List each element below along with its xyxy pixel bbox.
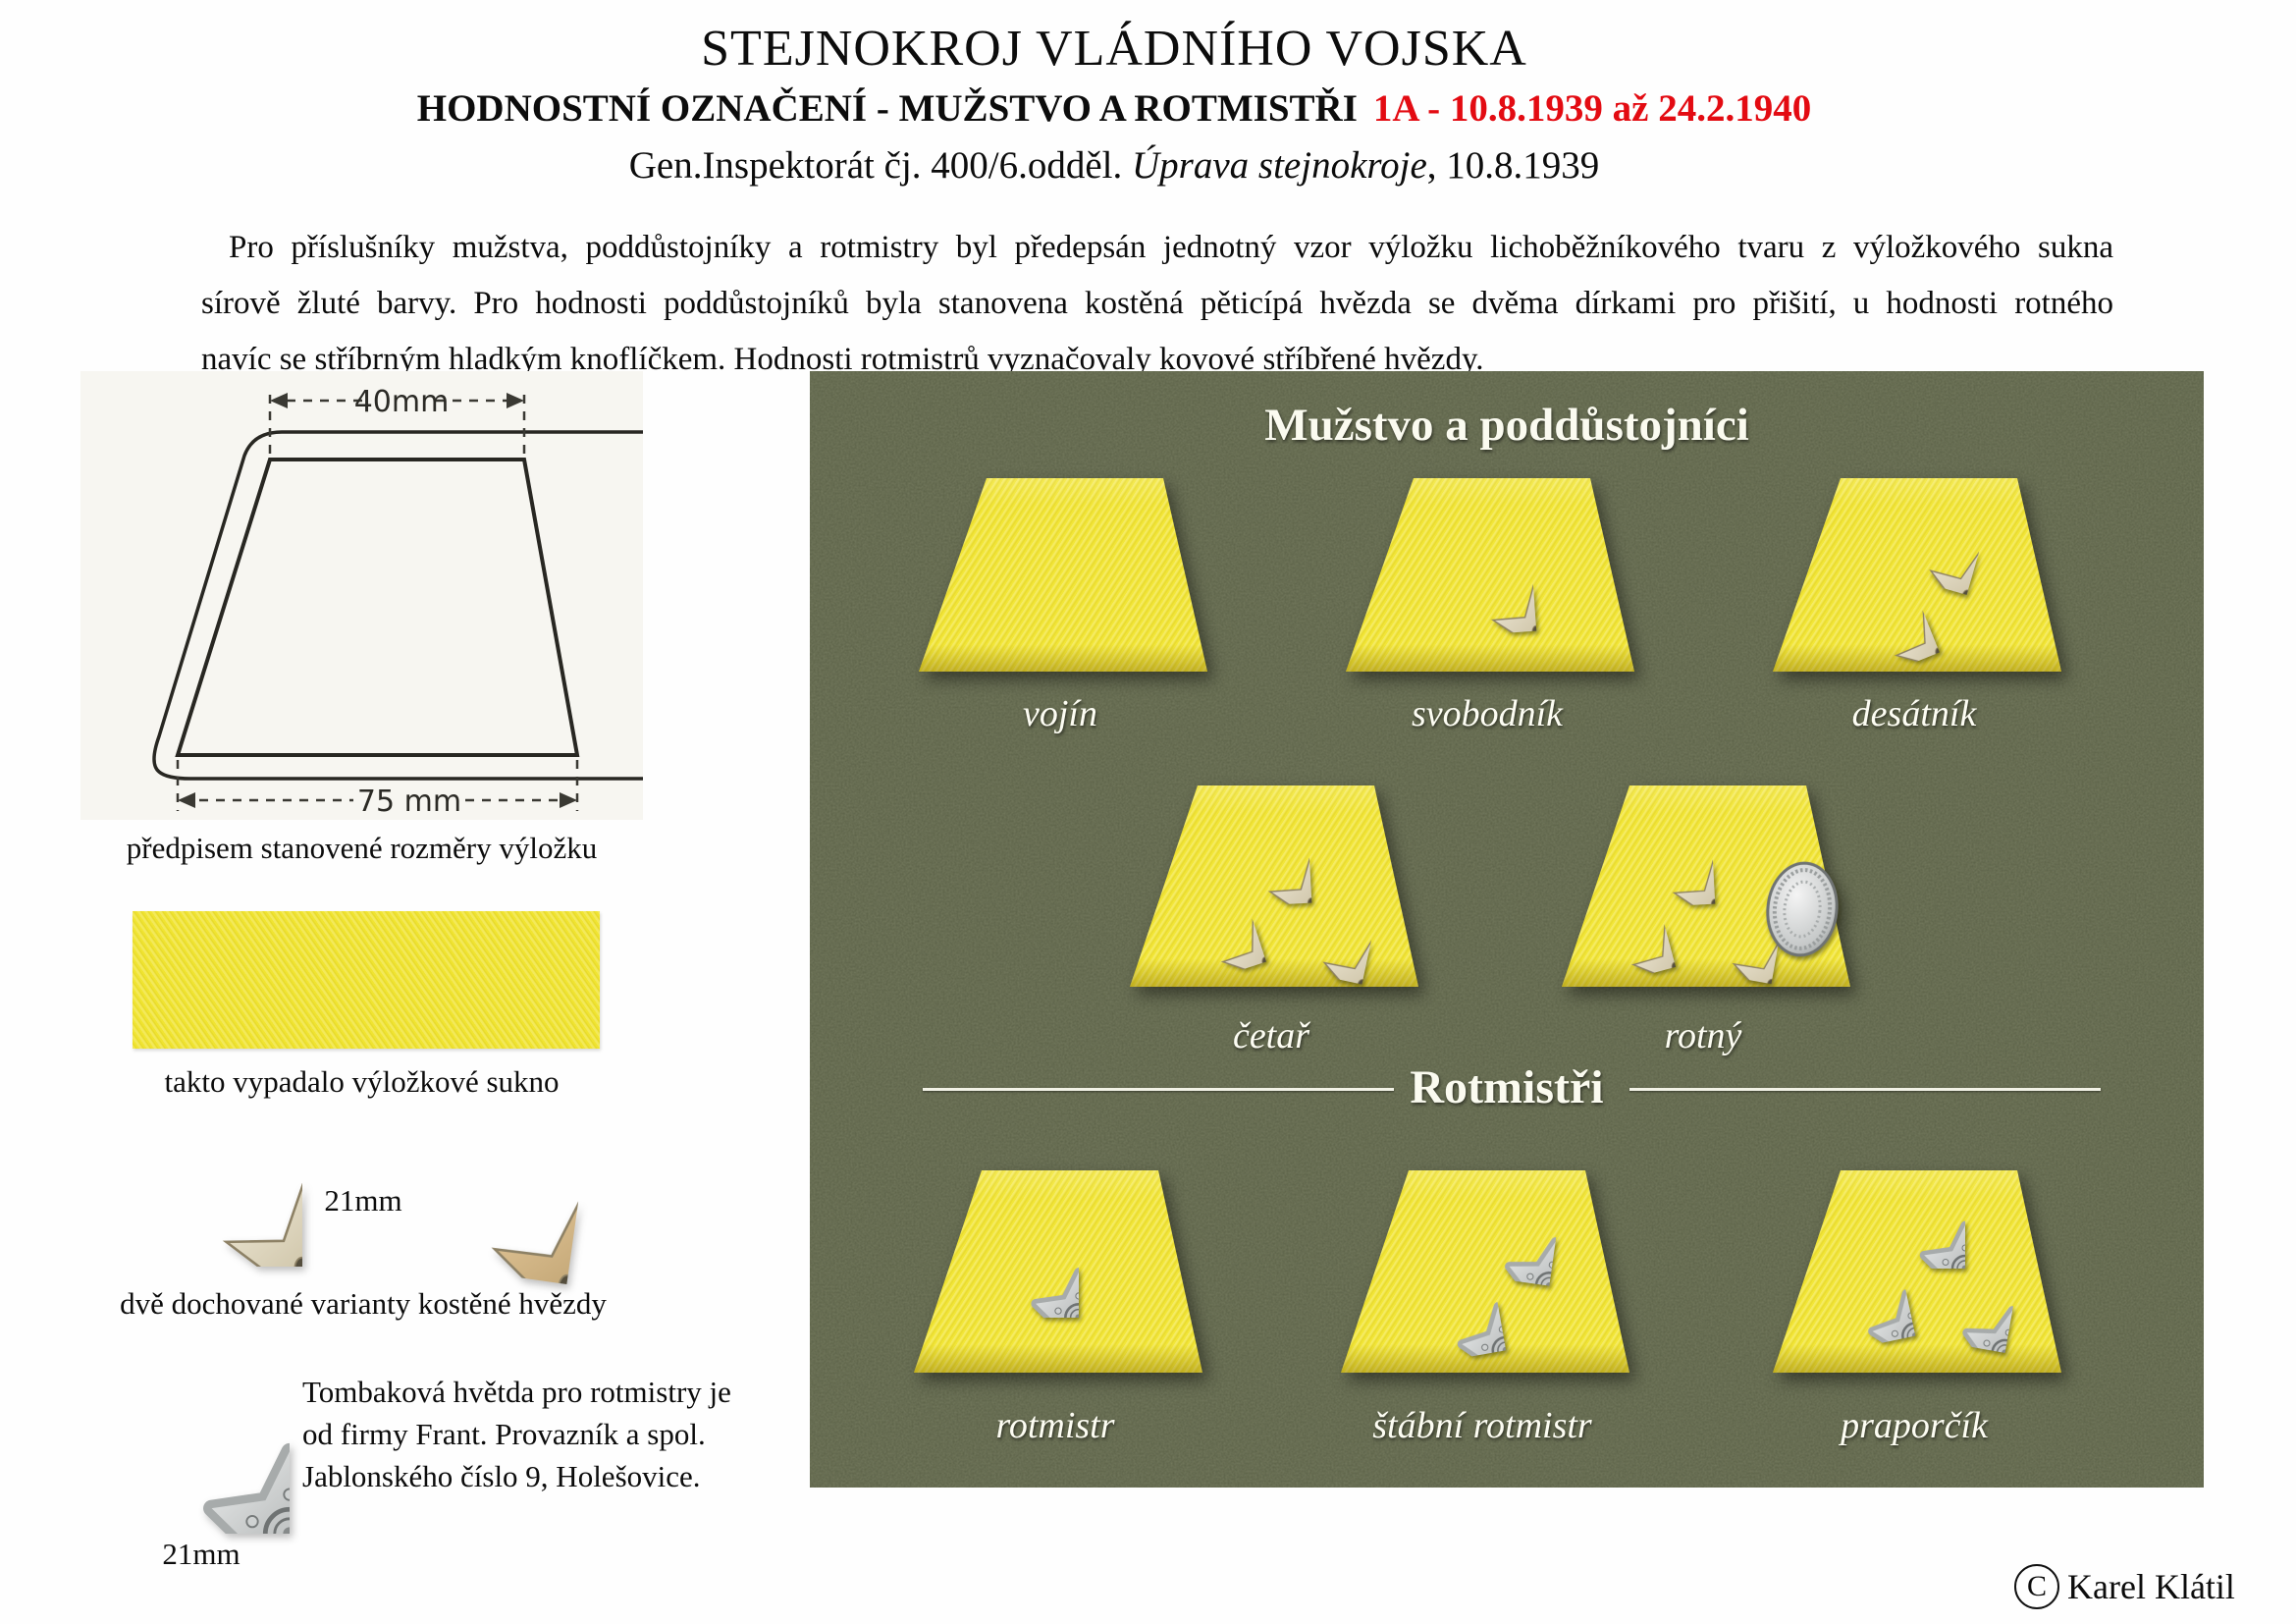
patch-fabric <box>1346 478 1634 672</box>
rank-label-stabni-rotmistr: štábní rotmistr <box>1372 1405 1592 1446</box>
metal-star-icon <box>976 1215 1079 1318</box>
page-title: STEJNOKROJ VLÁDNÍHO VOJSKA <box>701 21 1527 77</box>
dimension-lines <box>176 387 579 811</box>
tombak-note-line: Tombaková hvětda pro rotmistry je <box>302 1375 731 1409</box>
diagram-caption: předpisem stanovené rozměry výložku <box>126 831 598 865</box>
patch-rotny <box>1556 785 1850 987</box>
patch-svobodnik <box>1340 478 1634 672</box>
tombak-star-icon <box>103 1347 290 1534</box>
metal-star-icon <box>1389 1251 1506 1368</box>
reference-suffix: , 10.8.1939 <box>1426 144 1600 187</box>
rank-label-praporcik: praporčík <box>1841 1405 1988 1446</box>
patch-stabni-rotmistr <box>1335 1170 1629 1373</box>
patch-vojin <box>913 478 1207 672</box>
section-title-enlisted: Mužstvo a poddůstojníci <box>1264 400 1749 451</box>
intro-line: sírově žluté barvy. Pro hodnosti poddůst… <box>201 286 2113 321</box>
patch-desatnik <box>1767 478 2061 672</box>
reference-italic: Úprava stejnokroje <box>1132 144 1427 187</box>
metal-star-icon <box>1908 1239 2022 1353</box>
bone-star-icon <box>1273 877 1380 984</box>
copyright: C Karel Klátil <box>2014 1564 2235 1609</box>
reference-line: Gen.Inspektorát čj. 400/6.odděl. Úprava … <box>0 143 2228 188</box>
page-subtitle: HODNOSTNÍ OZNAČENÍ - MUŽSTVO A ROTMISTŘI… <box>0 86 2228 131</box>
patch-praporcik <box>1767 1170 2061 1373</box>
dimension-arrows <box>178 393 577 808</box>
metal-star-icon <box>1799 1240 1916 1357</box>
tombak-note: Tombaková hvětda pro rotmistry je od fir… <box>302 1371 731 1497</box>
subtitle-period: 1A - 10.8.1939 až 24.2.1940 <box>1372 87 1812 130</box>
reference-prefix: Gen.Inspektorát čj. 400/6.odděl. <box>628 144 1133 187</box>
bone-stars-caption: dvě dochované varianty kostěné hvězdy <box>120 1286 607 1321</box>
tombak-note-line: od firmy Frant. Provazník a spol. <box>302 1417 706 1451</box>
bottom-dimension-label: 75 mm <box>357 785 461 819</box>
intro-line: Pro příslušníky mužstva, poddůstojníky a… <box>229 230 2113 265</box>
patch-rotmistr <box>908 1170 1202 1373</box>
divider-left <box>923 1088 1394 1091</box>
subtitle-text: HODNOSTNÍ OZNAČENÍ - MUŽSTVO A ROTMISTŘI <box>416 87 1358 130</box>
trapezoid-drawing: 40mm 75 mm <box>152 385 643 819</box>
patch-cetar <box>1124 785 1418 987</box>
rank-label-desatnik: desátník <box>1851 693 1977 734</box>
star-size-label: 21mm <box>324 1183 402 1218</box>
rank-label-svobodnik: svobodník <box>1411 693 1564 734</box>
intro-paragraph: Pro příslušníky mužstva, poddůstojníky a… <box>201 220 2113 388</box>
rank-label-rotny: rotný <box>1664 1015 1742 1056</box>
swatch-caption: takto vypadalo výložkové sukno <box>164 1064 560 1099</box>
bone-star-cream-icon <box>135 1100 302 1267</box>
dimension-diagram: 40mm 75 mm <box>80 371 643 820</box>
rank-label-rotmistr: rotmistr <box>995 1405 1115 1446</box>
insignia-panel: Mužstvo a poddůstojníci vojín svobodník … <box>810 371 2204 1488</box>
patch-fabric <box>919 478 1207 672</box>
silver-button-icon <box>1766 861 1839 957</box>
top-dimension-label: 40mm <box>354 385 450 419</box>
patch-outline-outer <box>152 430 643 781</box>
patch-outline-inner <box>175 458 580 757</box>
bone-star-tan-icon <box>401 1096 590 1284</box>
divider-right <box>1629 1088 2101 1091</box>
section-title-warrant: Rotmistři <box>1410 1061 1604 1113</box>
rank-label-vojin: vojín <box>1023 693 1097 734</box>
rank-label-cetar: četař <box>1232 1015 1310 1056</box>
fabric-swatch <box>133 911 600 1049</box>
copyright-icon: C <box>2014 1564 2059 1609</box>
bone-star-icon <box>1437 538 1536 637</box>
tombak-note-line: Jablonského číslo 9, Holešovice. <box>302 1459 701 1493</box>
tombak-size-label: 21mm <box>162 1537 240 1571</box>
copyright-name: Karel Klátil <box>2067 1567 2235 1606</box>
